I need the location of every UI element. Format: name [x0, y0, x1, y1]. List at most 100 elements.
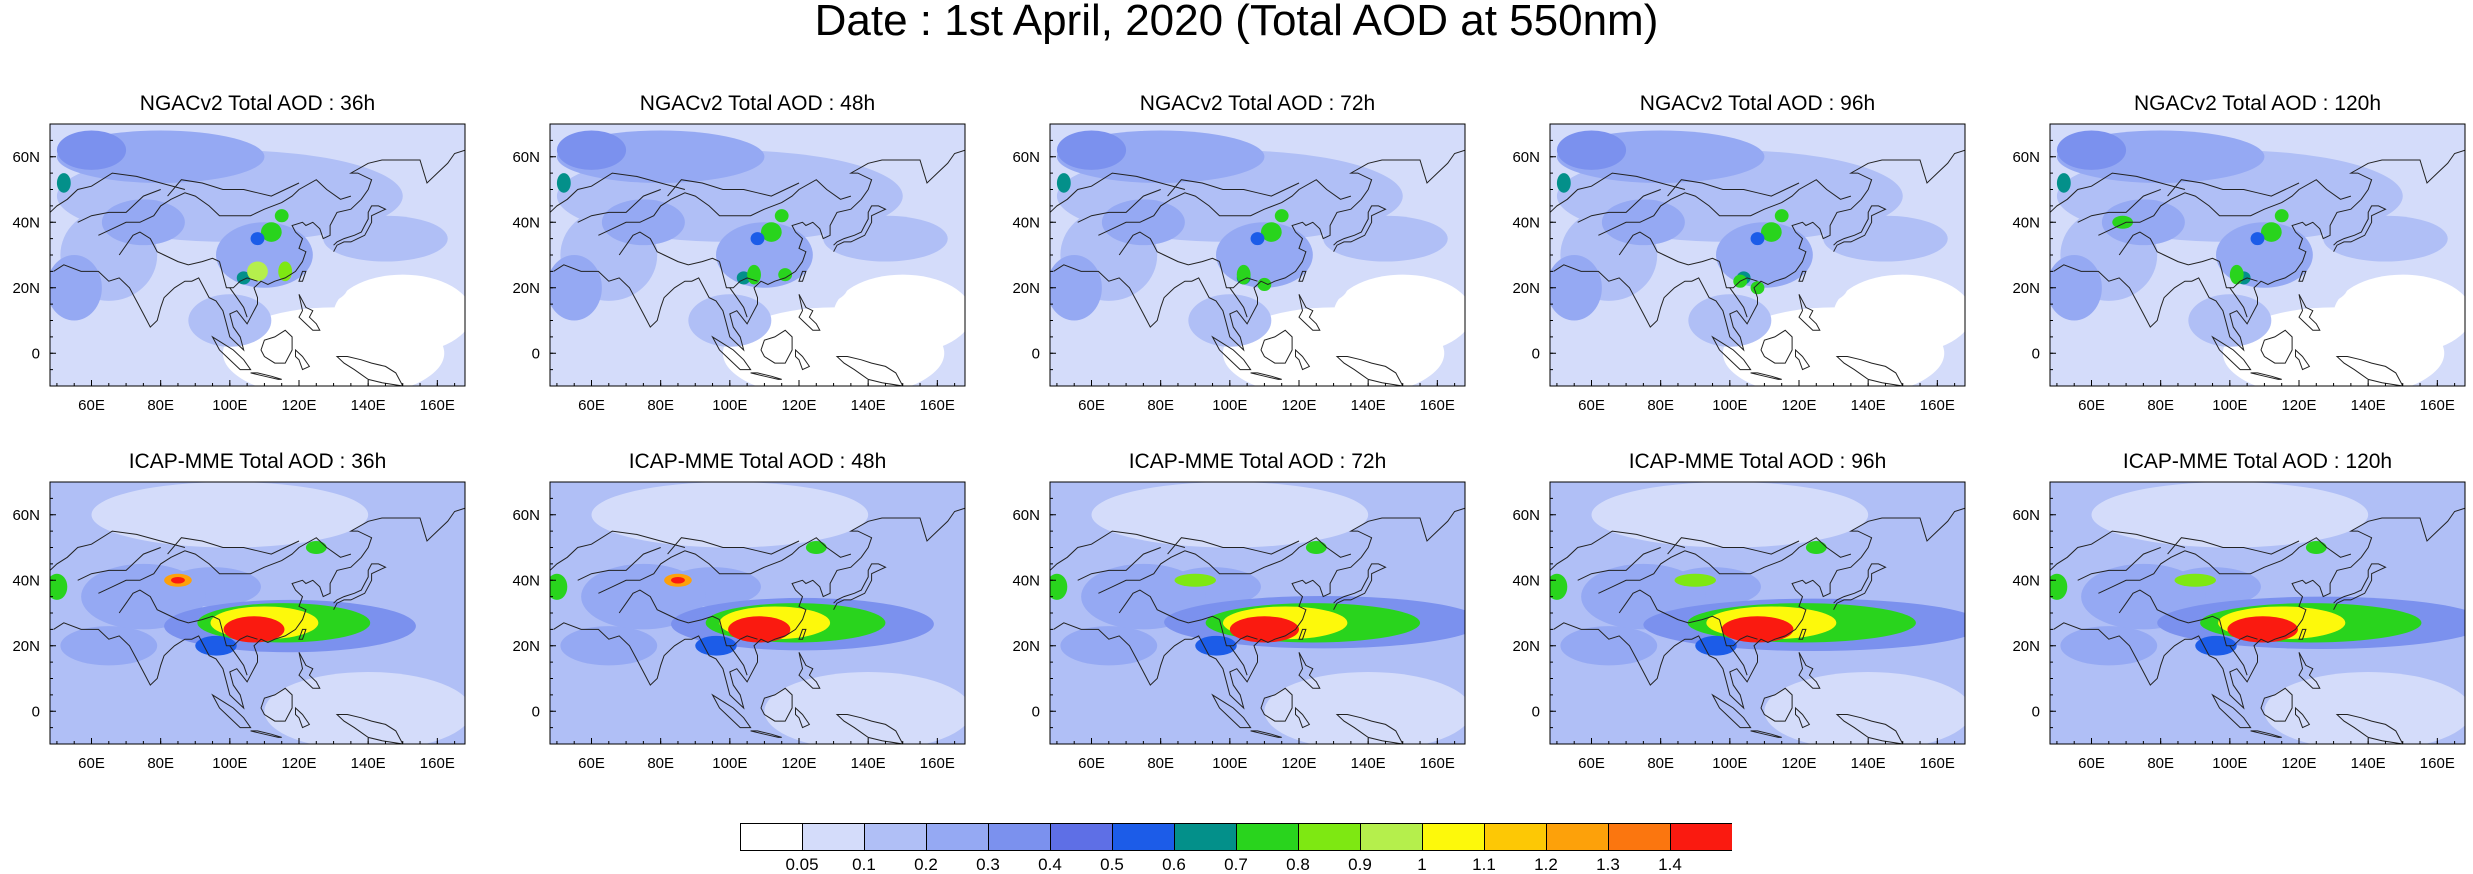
aod-band — [1060, 626, 1158, 666]
country-border — [229, 645, 248, 676]
x-tick-label: 80E — [647, 397, 674, 414]
colorbar-label: 1.1 — [1472, 855, 1496, 874]
colorbar-label: 1.3 — [1596, 855, 1620, 874]
x-tick-label: 140E — [1851, 397, 1886, 414]
island-outline — [1260, 329, 1293, 364]
country-border — [1167, 179, 1300, 197]
island-outline — [760, 329, 793, 364]
aod-map: 60E 80E 100E 120E 140E 160E 60N 40N 20N 0 — [2012, 481, 2466, 772]
aod-plume — [1721, 616, 1794, 643]
x-tick-label: 80E — [1147, 397, 1174, 414]
x-tick-label: 60E — [1078, 755, 1105, 772]
aod-band — [1823, 215, 1948, 262]
y-tick-label: 60N — [1012, 149, 1040, 166]
island-outline — [750, 372, 782, 380]
panel-title: ICAP-MME Total AOD : 48h — [628, 450, 887, 473]
x-tick-label: 140E — [2351, 397, 2386, 414]
y-tick-label: 0 — [32, 703, 40, 720]
x-tick-label: 140E — [351, 397, 386, 414]
country-border — [229, 287, 248, 318]
country-border — [2050, 530, 2186, 572]
y-tick-label: 40N — [1012, 572, 1040, 589]
x-tick-label: 160E — [920, 755, 955, 772]
aod-hotspot — [556, 173, 571, 193]
country-border — [577, 547, 661, 581]
country-border — [1229, 287, 1248, 318]
colorbar-box — [926, 823, 989, 851]
island-outline — [1211, 335, 1252, 371]
y-tick-label: 0 — [1032, 703, 1040, 720]
coastline-japan — [833, 563, 887, 610]
coastline-japan — [1833, 205, 1887, 252]
coastline-japan — [833, 205, 887, 252]
island-outline — [1835, 714, 1904, 744]
aod-band — [101, 199, 185, 246]
y-tick-label: 20N — [1512, 280, 1540, 297]
coastline — [53, 507, 465, 710]
coastline — [553, 149, 965, 352]
x-tick-label: 60E — [1578, 397, 1605, 414]
y-tick-label: 20N — [2012, 638, 2040, 655]
coastline-japan — [333, 205, 387, 252]
aod-band — [1688, 294, 1772, 347]
aod-hotspot — [274, 209, 289, 223]
colorbar-label: 0.7 — [1224, 855, 1248, 874]
aod-band — [188, 294, 272, 347]
island-outline — [1298, 294, 1321, 331]
island-outline — [260, 329, 293, 364]
coastline — [1553, 507, 1965, 710]
island-outline — [1335, 714, 1404, 744]
island-outline — [1260, 687, 1293, 722]
coastlines — [550, 507, 965, 744]
x-tick-label: 160E — [920, 397, 955, 414]
coastline-japan — [1333, 563, 1387, 610]
country-border — [618, 231, 720, 266]
aod-band — [601, 199, 685, 246]
aod-plume — [2227, 616, 2298, 643]
country-border — [667, 537, 800, 555]
island-outline — [298, 270, 307, 282]
country-border — [1667, 537, 1800, 555]
aod-hotspot — [56, 173, 71, 193]
aod-map: 60E 80E 100E 120E 140E 160E 60N 40N 20N 0 — [1512, 481, 1966, 772]
aod-map: 60E 80E 100E 120E 140E 160E 60N 40N 20N 0 — [1512, 123, 1966, 414]
country-border — [719, 619, 758, 647]
aod-hotspot — [671, 576, 685, 584]
country-border — [167, 179, 300, 197]
aod-hotspot — [760, 222, 782, 242]
island-outline — [2298, 270, 2307, 282]
island-outline — [1298, 628, 1307, 640]
y-tick-label: 40N — [1512, 572, 1540, 589]
y-tick-label: 0 — [1032, 345, 1040, 362]
country-border — [2167, 537, 2300, 555]
x-tick-label: 120E — [1281, 755, 1316, 772]
aod-hotspot — [2056, 173, 2071, 193]
y-tick-label: 60N — [2012, 149, 2040, 166]
x-tick-label: 100E — [1212, 755, 1247, 772]
aod-hotspot — [1760, 222, 1782, 242]
panel-title: NGACv2 Total AOD : 96h — [1639, 92, 1876, 115]
aod-band — [1188, 294, 1272, 347]
x-tick-label: 160E — [1920, 755, 1955, 772]
y-tick-label: 60N — [12, 507, 40, 524]
island-outline — [298, 294, 321, 331]
aod-hotspot — [1305, 540, 1327, 555]
country-border — [118, 231, 220, 266]
colorbar-label: 1.2 — [1534, 855, 1558, 874]
x-tick-label: 120E — [781, 755, 816, 772]
x-tick-label: 120E — [2281, 397, 2316, 414]
aod-band — [1556, 130, 1627, 170]
x-tick-label: 100E — [712, 755, 747, 772]
island-outline — [2211, 693, 2252, 729]
panel-title: NGACv2 Total AOD : 72h — [1139, 92, 1376, 115]
island-outline — [798, 628, 807, 640]
aod-band — [1056, 130, 1127, 170]
y-tick-label: 60N — [512, 149, 540, 166]
x-tick-label: 60E — [2078, 397, 2105, 414]
map-panel: NGACv2 Total AOD : 96h 60E 80E 100E 120E 140E… — [1512, 92, 2050, 414]
x-tick-label: 100E — [1712, 755, 1747, 772]
country-border — [2077, 189, 2161, 223]
island-outline — [1211, 693, 1252, 729]
aod-low-region — [2333, 274, 2465, 354]
island-outline — [2211, 335, 2252, 371]
